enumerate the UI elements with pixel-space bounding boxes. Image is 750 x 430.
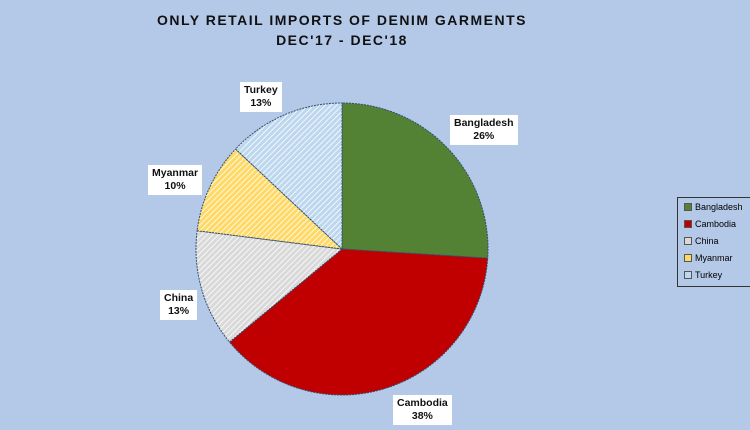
legend-label: Myanmar bbox=[695, 252, 733, 263]
legend-swatch bbox=[684, 253, 692, 262]
legend-item-china: China bbox=[678, 232, 750, 249]
legend: Bangladesh Cambodia China Myanmar Turkey bbox=[677, 197, 750, 287]
legend-item-bangladesh: Bangladesh bbox=[678, 198, 750, 215]
data-label-bangladesh: Bangladesh 26% bbox=[450, 115, 518, 145]
legend-label: Cambodia bbox=[695, 218, 737, 229]
legend-label: Bangladesh bbox=[695, 201, 743, 212]
legend-item-cambodia: Cambodia bbox=[678, 215, 750, 232]
legend-item-myanmar: Myanmar bbox=[678, 249, 750, 266]
legend-swatch bbox=[684, 219, 692, 228]
data-label-cambodia: Cambodia 38% bbox=[393, 395, 452, 425]
data-label-china: China 13% bbox=[160, 290, 198, 320]
pie-slice-turkey bbox=[234, 102, 343, 251]
data-label-name: China bbox=[164, 292, 194, 304]
data-label-name: Myanmar bbox=[152, 167, 199, 179]
legend-swatch bbox=[684, 270, 692, 279]
data-label-value: 10% bbox=[164, 180, 186, 192]
pie-slice-cambodia bbox=[228, 248, 489, 396]
chart-subtitle: DEC'17 - DEC'18 bbox=[276, 32, 408, 48]
data-label-myanmar: Myanmar 10% bbox=[148, 165, 203, 195]
legend-swatch bbox=[684, 202, 692, 211]
data-label-name: Cambodia bbox=[397, 397, 448, 409]
pie-slice-bangladesh bbox=[341, 102, 489, 259]
data-label-value: 13% bbox=[250, 97, 272, 109]
chart-title: ONLY RETAIL IMPORTS OF DENIM GARMENTS bbox=[156, 12, 527, 28]
legend-item-turkey: Turkey bbox=[678, 266, 750, 283]
data-label-value: 26% bbox=[473, 130, 495, 142]
legend-swatch bbox=[684, 236, 692, 245]
legend-label: Turkey bbox=[695, 269, 723, 280]
pie-slice-china bbox=[195, 230, 344, 343]
data-label-value: 38% bbox=[411, 410, 433, 422]
data-label-name: Bangladesh bbox=[454, 117, 514, 129]
pie-slice-myanmar bbox=[196, 148, 344, 250]
data-label-name: Turkey bbox=[244, 84, 278, 96]
data-label-turkey: Turkey 13% bbox=[240, 82, 282, 112]
data-label-value: 13% bbox=[168, 305, 190, 317]
legend-label: China bbox=[695, 235, 719, 246]
